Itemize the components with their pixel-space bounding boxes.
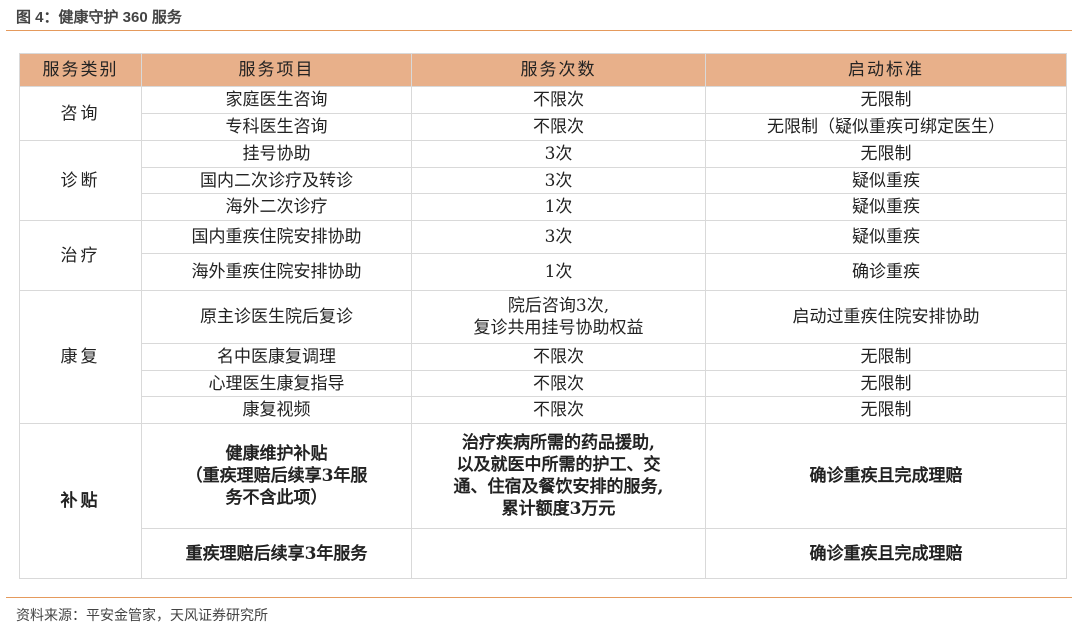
header-criteria: 启动标准 <box>705 53 1067 87</box>
count-cell: 不限次 <box>411 86 706 114</box>
item-cell: 原主诊医生院后复诊 <box>141 290 412 344</box>
criteria-cell: 无限制 <box>705 370 1067 397</box>
count-cell: 3次 <box>411 167 706 194</box>
criteria-cell: 无限制（疑似重疾可绑定医生） <box>705 113 1067 141</box>
item-cell: 心理医生康复指导 <box>141 370 412 397</box>
bottom-divider <box>6 597 1072 598</box>
table-row: 治疗 国内重疾住院安排协助 3次 疑似重疾 <box>19 220 1067 291</box>
table-row: 心理医生康复指导 不限次 无限制 <box>20 370 1067 397</box>
table-row: 补贴 健康维护补贴 （重疾理赔后续享3年服 务不含此项） 治疗疾病所需的药品援助… <box>19 423 1067 579</box>
table-row: 国内二次诊疗及转诊 3次 疑似重疾 <box>20 167 1067 194</box>
criteria-cell: 无限制 <box>705 343 1067 371</box>
count-cell: 不限次 <box>411 370 706 397</box>
criteria-cell: 无限制 <box>705 140 1067 168</box>
criteria-cell: 疑似重疾 <box>705 193 1067 221</box>
header-item: 服务项目 <box>141 53 412 87</box>
count-cell: 院后咨询3次, 复诊共用挂号协助权益 <box>411 290 706 344</box>
criteria-cell: 确诊重疾且完成理赔 <box>705 423 1067 529</box>
item-cell: 海外重疾住院安排协助 <box>141 253 412 291</box>
count-cell: 不限次 <box>411 343 706 371</box>
item-cell: 重疾理赔后续享3年服务 <box>141 528 412 579</box>
header-category: 服务类别 <box>19 53 142 87</box>
header-count: 服务次数 <box>411 53 706 87</box>
count-cell: 不限次 <box>411 396 706 424</box>
item-cell: 健康维护补贴 （重疾理赔后续享3年服 务不含此项） <box>141 423 412 529</box>
table-row: 海外重疾住院安排协助 1次 确诊重疾 <box>20 253 1067 291</box>
item-cell: 家庭医生咨询 <box>141 86 412 114</box>
table-row: 专科医生咨询 不限次 无限制（疑似重疾可绑定医生） <box>20 113 1067 141</box>
table-row: 诊断 挂号协助 3次 无限制 <box>19 140 1067 221</box>
table-row: 海外二次诊疗 1次 疑似重疾 <box>20 193 1067 221</box>
table-row: 名中医康复调理 不限次 无限制 <box>20 343 1067 371</box>
count-cell: 3次 <box>411 220 706 254</box>
criteria-cell: 启动过重疾住院安排协助 <box>705 290 1067 344</box>
count-line: 院后咨询3次, <box>507 296 610 316</box>
item-cell: 国内二次诊疗及转诊 <box>141 167 412 194</box>
count-line: 通、住宿及餐饮安排的服务, <box>453 477 664 497</box>
item-cell: 康复视频 <box>141 396 412 424</box>
item-cell: 专科医生咨询 <box>141 113 412 141</box>
source-note: 资料来源：平安金管家，天风证券研究所 <box>16 607 268 623</box>
criteria-cell: 疑似重疾 <box>705 167 1067 194</box>
category-cell: 治疗 <box>19 220 142 291</box>
table-row: 咨询 家庭医生咨询 不限次 无限制 <box>19 86 1067 141</box>
criteria-cell: 疑似重疾 <box>705 220 1067 254</box>
item-line: （重疾理赔后续享3年服 <box>185 466 368 486</box>
category-cell: 诊断 <box>19 140 142 221</box>
table-row: 重疾理赔后续享3年服务 确诊重疾且完成理赔 <box>20 528 1067 579</box>
count-line: 复诊共用挂号协助权益 <box>473 318 644 338</box>
criteria-cell: 确诊重疾且完成理赔 <box>705 528 1067 579</box>
table-row: 康复 原主诊医生院后复诊 院后咨询3次, 复诊共用挂号协助权益 启动过重疾住院安… <box>19 290 1067 424</box>
table-row: 康复视频 不限次 无限制 <box>20 396 1067 424</box>
count-line: 以及就医中所需的护工、交 <box>456 455 661 475</box>
count-cell <box>411 528 706 579</box>
item-cell: 海外二次诊疗 <box>141 193 412 221</box>
criteria-cell: 无限制 <box>705 86 1067 114</box>
count-line: 累计额度3万元 <box>501 499 616 519</box>
category-cell: 补贴 <box>19 423 142 579</box>
item-cell: 名中医康复调理 <box>141 343 412 371</box>
criteria-cell: 无限制 <box>705 396 1067 424</box>
item-line: 务不含此项） <box>225 488 328 508</box>
service-table: 服务类别 服务项目 服务次数 启动标准 咨询 家庭医生咨询 不限次 无限制 专科… <box>19 53 1067 579</box>
figure-title: 图 4：健康守护 360 服务 <box>16 9 182 26</box>
count-cell: 1次 <box>411 253 706 291</box>
item-cell: 挂号协助 <box>141 140 412 168</box>
count-line: 治疗疾病所需的药品援助, <box>462 433 655 453</box>
count-cell: 不限次 <box>411 113 706 141</box>
count-cell: 治疗疾病所需的药品援助, 以及就医中所需的护工、交 通、住宿及餐饮安排的服务, … <box>411 423 706 529</box>
item-line: 健康维护补贴 <box>225 444 328 464</box>
count-cell: 1次 <box>411 193 706 221</box>
count-cell: 3次 <box>411 140 706 168</box>
category-cell: 康复 <box>19 290 142 424</box>
top-divider <box>6 30 1072 31</box>
table-header-row: 服务类别 服务项目 服务次数 启动标准 <box>19 53 1067 87</box>
category-cell: 咨询 <box>19 86 142 141</box>
criteria-cell: 确诊重疾 <box>705 253 1067 291</box>
item-cell: 国内重疾住院安排协助 <box>141 220 412 254</box>
